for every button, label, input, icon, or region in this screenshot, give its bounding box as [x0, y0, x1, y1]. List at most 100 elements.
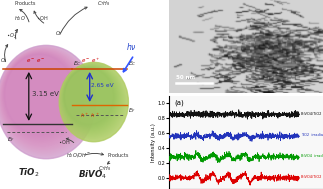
Circle shape	[64, 68, 115, 126]
Circle shape	[0, 46, 93, 156]
Circle shape	[61, 64, 124, 137]
FancyArrowPatch shape	[60, 7, 87, 33]
Circle shape	[65, 68, 113, 125]
Circle shape	[64, 68, 115, 127]
Text: $H_2O$: $H_2O$	[14, 14, 26, 23]
Circle shape	[4, 54, 77, 137]
Text: BiVO4/TiO2  irradiation: BiVO4/TiO2 irradiation	[301, 175, 323, 179]
Circle shape	[61, 64, 123, 136]
Circle shape	[0, 50, 86, 148]
Text: TiO$_2$: TiO$_2$	[18, 167, 40, 179]
Circle shape	[0, 48, 89, 152]
Circle shape	[60, 64, 126, 139]
FancyArrowPatch shape	[5, 45, 8, 62]
Circle shape	[60, 64, 125, 138]
Circle shape	[62, 65, 122, 134]
FancyArrowPatch shape	[34, 11, 44, 23]
Circle shape	[2, 52, 81, 142]
Circle shape	[3, 53, 78, 139]
Text: Products: Products	[15, 1, 36, 6]
Text: $E_C$: $E_C$	[128, 59, 136, 68]
Text: $e^-$ $e^-$: $e^-$ $e^-$	[26, 57, 46, 65]
Text: $E_F$: $E_F$	[128, 106, 135, 115]
Circle shape	[64, 67, 116, 128]
Circle shape	[0, 48, 90, 153]
Text: $O_2$: $O_2$	[55, 29, 63, 38]
Circle shape	[1, 50, 84, 146]
Circle shape	[59, 63, 128, 141]
Circle shape	[60, 63, 127, 140]
Circle shape	[61, 65, 122, 135]
Circle shape	[64, 68, 115, 126]
Circle shape	[59, 62, 128, 142]
Circle shape	[61, 64, 124, 136]
Text: Products: Products	[108, 153, 129, 158]
Circle shape	[1, 50, 86, 147]
Circle shape	[63, 67, 117, 129]
Circle shape	[0, 49, 87, 149]
Circle shape	[61, 64, 124, 137]
Text: 50 nm: 50 nm	[176, 75, 195, 80]
FancyArrowPatch shape	[85, 153, 103, 155]
Text: $h\nu$: $h\nu$	[126, 41, 137, 52]
FancyArrowPatch shape	[20, 9, 29, 22]
Text: $h^+$ $h^+$: $h^+$ $h^+$	[80, 112, 100, 120]
Circle shape	[65, 69, 113, 124]
Text: TiO2  irradiation: TiO2 irradiation	[301, 133, 323, 137]
Circle shape	[59, 63, 128, 141]
Circle shape	[5, 54, 75, 136]
Circle shape	[64, 68, 114, 125]
Circle shape	[64, 68, 114, 125]
Circle shape	[62, 66, 120, 132]
Text: $\bullet$OH: $\bullet$OH	[36, 14, 48, 22]
Y-axis label: Intensity (a.u.): Intensity (a.u.)	[151, 123, 156, 162]
Circle shape	[64, 67, 116, 127]
Circle shape	[61, 65, 123, 136]
Circle shape	[60, 63, 126, 139]
Circle shape	[4, 53, 78, 138]
Circle shape	[60, 64, 125, 138]
Circle shape	[63, 67, 117, 128]
Circle shape	[0, 46, 95, 158]
Circle shape	[0, 47, 92, 155]
Circle shape	[1, 50, 85, 146]
Circle shape	[0, 46, 94, 157]
Text: 3.15 eV: 3.15 eV	[32, 91, 59, 98]
Text: $E_C$: $E_C$	[73, 59, 82, 68]
Text: $e^-$ $e^+$: $e^-$ $e^+$	[81, 56, 100, 65]
Circle shape	[60, 63, 126, 139]
Circle shape	[63, 67, 117, 129]
Circle shape	[2, 52, 81, 142]
Text: $O_2$: $O_2$	[0, 56, 8, 65]
Circle shape	[60, 63, 127, 140]
Circle shape	[62, 66, 120, 132]
Circle shape	[5, 55, 74, 134]
Circle shape	[62, 65, 121, 134]
Circle shape	[4, 54, 76, 136]
Circle shape	[63, 67, 118, 130]
Circle shape	[63, 66, 119, 130]
Circle shape	[0, 45, 96, 159]
Circle shape	[0, 49, 88, 151]
Circle shape	[3, 52, 79, 140]
Circle shape	[0, 46, 94, 157]
Text: BiVO4  irradiation: BiVO4 irradiation	[301, 154, 323, 158]
Circle shape	[0, 47, 92, 154]
Circle shape	[2, 51, 82, 143]
Circle shape	[3, 52, 80, 141]
Circle shape	[0, 47, 91, 154]
Circle shape	[1, 51, 83, 145]
Text: $C_7H_8$: $C_7H_8$	[97, 0, 110, 8]
Text: (a): (a)	[174, 100, 184, 106]
Text: BiVO4/TiO2  no dark: BiVO4/TiO2 no dark	[301, 112, 323, 116]
Text: $H_2O/OH^-$: $H_2O/OH^-$	[66, 151, 91, 160]
Circle shape	[62, 65, 121, 133]
Circle shape	[63, 66, 119, 131]
FancyArrowPatch shape	[15, 29, 17, 39]
Text: $\bullet O_2^-$: $\bullet O_2^-$	[6, 32, 19, 41]
Text: $E_F$: $E_F$	[6, 135, 14, 144]
Text: $C_7H_8$: $C_7H_8$	[98, 164, 111, 173]
FancyArrowPatch shape	[66, 138, 74, 143]
Circle shape	[62, 66, 120, 131]
Circle shape	[3, 53, 79, 140]
